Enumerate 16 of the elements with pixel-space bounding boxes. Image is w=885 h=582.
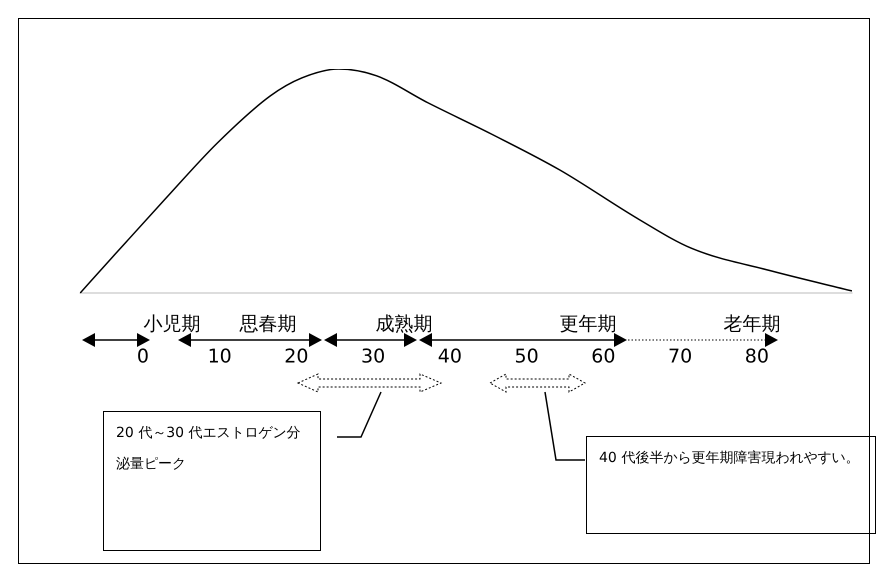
x-tick-label: 0: [136, 346, 149, 368]
x-tick-label: 50: [514, 346, 539, 368]
text-box: 40 代後半から更年期障害現われやすい。: [586, 436, 876, 534]
text: 老年期: [724, 313, 780, 335]
x-tick-label: 20: [284, 346, 308, 368]
x-tick-label: 10: [208, 346, 232, 368]
x-tick-label: 70: [668, 346, 692, 368]
x-tick-label: 80: [744, 346, 769, 368]
text: 思春期: [240, 313, 296, 335]
x-tick-label: 40: [438, 346, 462, 368]
text: 成熟期: [376, 313, 432, 335]
text-box: 20 代～30 代エストロゲン分泌量ピーク: [103, 411, 321, 551]
x-tick-label: 60: [591, 346, 616, 368]
text: 小児期: [144, 313, 200, 335]
text: 更年期: [560, 313, 616, 335]
x-tick-label: 30: [361, 346, 386, 368]
